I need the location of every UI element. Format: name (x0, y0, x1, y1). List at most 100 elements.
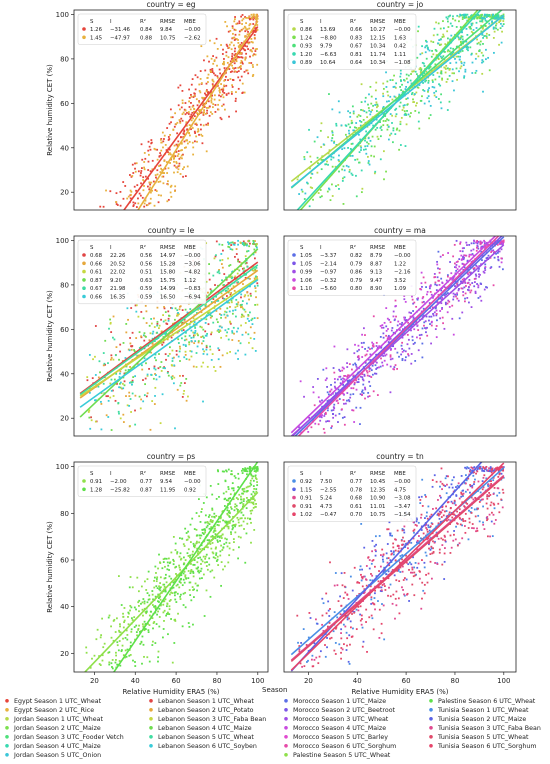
data-point (436, 319, 438, 322)
data-point (163, 609, 166, 612)
data-point (253, 337, 256, 340)
data-point (404, 112, 407, 115)
data-point (337, 388, 340, 391)
data-point (140, 182, 142, 185)
data-point (224, 480, 227, 483)
data-point (325, 163, 328, 166)
data-point (491, 249, 493, 252)
data-point (427, 89, 430, 91)
data-point (341, 148, 344, 151)
data-point (216, 321, 219, 324)
data-point (224, 537, 227, 540)
data-point (232, 515, 234, 518)
data-point (109, 318, 112, 321)
stats-cell: 1.05 (300, 261, 312, 267)
data-point (240, 316, 243, 318)
data-point (429, 284, 432, 287)
data-point (423, 65, 426, 67)
data-point (102, 646, 105, 649)
data-point (439, 255, 442, 258)
data-point (240, 296, 242, 299)
data-point (179, 581, 182, 584)
data-point (345, 631, 348, 634)
data-point (455, 61, 458, 64)
stats-row-marker (292, 43, 296, 48)
data-point (183, 129, 186, 132)
data-point (338, 643, 341, 646)
data-point (238, 56, 241, 59)
data-point (325, 367, 328, 370)
data-point (302, 628, 305, 631)
data-point (134, 661, 136, 663)
data-point (454, 266, 456, 269)
data-point (461, 247, 464, 250)
data-point (490, 266, 493, 268)
data-point (203, 102, 205, 105)
data-point (480, 299, 483, 302)
data-point (354, 343, 356, 346)
data-point (212, 274, 215, 277)
data-point (213, 529, 216, 532)
data-point (417, 562, 420, 565)
data-point (222, 249, 224, 252)
data-point (86, 379, 89, 382)
data-point (175, 162, 178, 165)
data-point (306, 181, 308, 184)
data-point (433, 276, 436, 279)
data-point (312, 386, 315, 388)
data-point (210, 547, 213, 550)
data-point (228, 515, 231, 517)
data-point (123, 607, 126, 609)
data-point (400, 116, 403, 119)
data-point (436, 301, 439, 304)
data-point (171, 592, 174, 594)
data-point (422, 589, 425, 592)
data-point (405, 77, 408, 80)
data-point (413, 93, 416, 95)
data-point (234, 503, 237, 506)
data-point (236, 303, 239, 306)
data-point (167, 151, 169, 154)
data-point (471, 61, 474, 64)
data-point (352, 627, 354, 630)
data-point (386, 363, 389, 366)
data-point (253, 470, 256, 473)
data-point (237, 358, 239, 360)
data-point (464, 254, 467, 257)
data-point (176, 171, 179, 174)
data-point (206, 332, 208, 335)
data-point (88, 416, 91, 419)
data-point (88, 354, 91, 356)
series-points (105, 13, 259, 207)
data-point (447, 26, 450, 28)
data-point (177, 143, 180, 146)
data-point (362, 379, 365, 382)
data-point (209, 519, 212, 521)
data-point (233, 541, 235, 544)
data-point (177, 311, 179, 314)
data-point (251, 50, 253, 53)
data-point (495, 22, 498, 25)
data-point (179, 360, 181, 362)
data-point (452, 476, 455, 479)
data-point (469, 46, 472, 49)
data-point (129, 398, 132, 400)
data-point (256, 29, 259, 31)
data-point (367, 142, 370, 145)
data-point (222, 89, 225, 91)
data-point (153, 204, 156, 207)
data-point (374, 608, 376, 611)
data-point (325, 420, 328, 423)
data-point (143, 602, 146, 605)
data-point (216, 524, 219, 526)
data-point (445, 293, 448, 296)
data-point (454, 272, 457, 275)
data-point (102, 382, 105, 385)
x-tick-label: 80 (212, 677, 221, 685)
data-point (464, 297, 466, 300)
data-point (326, 391, 329, 394)
data-point (256, 469, 259, 472)
data-point (328, 188, 331, 191)
data-point (180, 136, 182, 139)
data-point (186, 323, 188, 325)
